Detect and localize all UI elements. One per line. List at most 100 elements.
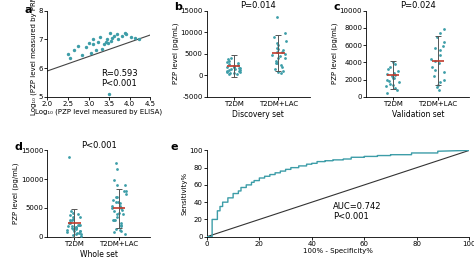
Point — [111, 218, 119, 222]
Point — [273, 61, 281, 65]
Point — [118, 34, 126, 38]
Point — [272, 67, 279, 71]
Point — [66, 56, 74, 60]
Point — [272, 61, 280, 65]
Point — [236, 69, 243, 73]
Point — [117, 201, 124, 205]
Point — [225, 72, 233, 77]
X-axis label: Log₁₀ (PZP level measured by ELISA): Log₁₀ (PZP level measured by ELISA) — [35, 108, 163, 115]
Point — [274, 55, 282, 60]
Point — [105, 41, 112, 45]
Point — [64, 228, 71, 232]
Point — [392, 62, 399, 66]
Point — [108, 39, 115, 43]
Point — [117, 228, 124, 232]
Point — [118, 221, 125, 225]
Title: P=0.024: P=0.024 — [400, 1, 436, 10]
Point — [231, 67, 239, 71]
Point — [431, 68, 439, 72]
Point — [87, 51, 94, 55]
Point — [121, 232, 129, 236]
Point — [274, 43, 282, 48]
Point — [122, 192, 129, 196]
Point — [68, 226, 76, 230]
Point — [110, 218, 118, 222]
Point — [436, 80, 444, 84]
Point — [96, 35, 104, 39]
Point — [274, 47, 282, 51]
Point — [223, 65, 230, 70]
Point — [65, 220, 73, 225]
Point — [110, 34, 118, 38]
Point — [436, 61, 443, 65]
Point — [234, 63, 241, 67]
Point — [278, 63, 285, 67]
Point — [106, 31, 114, 35]
Point — [66, 213, 74, 218]
X-axis label: Validation set: Validation set — [392, 110, 444, 119]
Point — [113, 167, 120, 171]
Point — [391, 70, 398, 75]
Point — [108, 204, 116, 208]
Point — [236, 69, 244, 74]
Point — [272, 58, 280, 63]
Point — [116, 204, 123, 208]
Point — [384, 67, 392, 71]
Point — [98, 46, 106, 50]
Point — [225, 58, 232, 63]
Point — [118, 223, 125, 227]
Point — [66, 221, 73, 226]
Point — [102, 39, 109, 44]
Point — [389, 76, 396, 80]
Point — [230, 64, 237, 68]
Point — [389, 60, 397, 64]
Point — [237, 68, 244, 72]
Point — [69, 217, 77, 221]
Point — [112, 161, 120, 165]
Point — [223, 60, 231, 64]
Point — [89, 37, 97, 41]
Point — [234, 61, 241, 65]
Point — [113, 183, 120, 187]
Point — [276, 54, 284, 58]
Point — [100, 42, 108, 47]
Point — [231, 64, 238, 69]
Point — [92, 48, 100, 52]
X-axis label: Discovery set: Discovery set — [232, 110, 284, 119]
Point — [113, 212, 120, 216]
Point — [74, 223, 82, 227]
Point — [278, 65, 286, 69]
Text: b: b — [174, 2, 182, 12]
Point — [69, 233, 77, 237]
Text: c: c — [333, 2, 340, 12]
Point — [387, 82, 394, 86]
Point — [69, 218, 76, 222]
Y-axis label: PZP level (pg/mL): PZP level (pg/mL) — [332, 23, 338, 84]
Point — [383, 90, 391, 95]
Point — [79, 53, 86, 57]
Point — [109, 218, 117, 222]
Text: a: a — [25, 5, 32, 15]
Point — [121, 31, 128, 35]
Point — [117, 206, 125, 210]
Y-axis label: PZP level (pg/mL): PZP level (pg/mL) — [13, 163, 19, 224]
Point — [67, 209, 74, 213]
Point — [64, 224, 72, 228]
Point — [85, 41, 92, 45]
Point — [225, 57, 232, 61]
Point — [273, 50, 281, 54]
Point — [388, 74, 396, 78]
Point — [432, 59, 439, 64]
Point — [433, 85, 441, 89]
Point — [279, 68, 287, 73]
Point — [223, 69, 231, 73]
Point — [135, 37, 143, 41]
Text: R=0.593
P<0.001: R=0.593 P<0.001 — [101, 69, 137, 88]
Point — [383, 84, 390, 89]
Point — [428, 65, 436, 70]
Point — [103, 37, 111, 41]
Point — [118, 208, 126, 212]
Point — [282, 56, 289, 60]
Point — [434, 83, 441, 87]
Point — [110, 178, 118, 183]
